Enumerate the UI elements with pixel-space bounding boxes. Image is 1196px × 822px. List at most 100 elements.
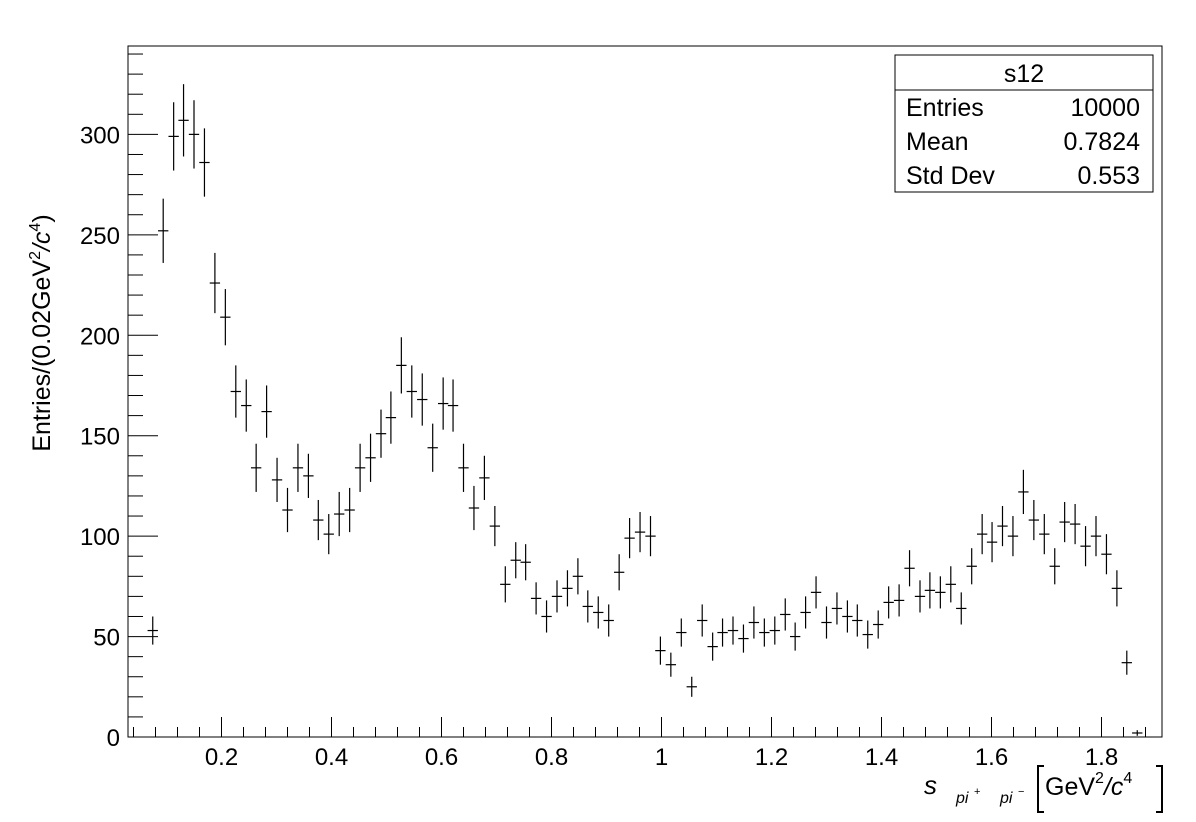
stats-box-title: s12: [1004, 60, 1044, 88]
data-point: [904, 550, 915, 587]
x-axis-title: s pi + pi − GeV2/c4: [924, 765, 1163, 813]
x-tick-label: 1: [655, 744, 668, 771]
data-point: [500, 566, 511, 603]
data-point: [789, 622, 801, 651]
data-point: [489, 505, 501, 547]
data-point: [406, 365, 417, 418]
data-point: [986, 522, 998, 563]
data-point: [385, 391, 397, 444]
data-point: [883, 586, 894, 619]
data-point: [520, 544, 531, 581]
data-point: [313, 499, 324, 541]
data-point: [241, 379, 252, 432]
y-tick-label: 300: [80, 122, 120, 149]
data-point: [924, 572, 936, 609]
data-point: [603, 604, 614, 637]
data-point: [738, 624, 749, 653]
x-tick-label: 0.4: [315, 744, 348, 771]
stats-entries-value: 10000: [1070, 94, 1140, 122]
x-tick-label: 1.8: [1085, 744, 1118, 771]
data-point: [665, 652, 677, 677]
data-point: [168, 102, 179, 171]
data-point: [417, 373, 428, 426]
data-point: [250, 443, 262, 492]
data-point: [220, 289, 231, 346]
stats-entries-label: Entries: [906, 94, 984, 122]
y-axis-tick-labels: 0 50 100 150 200 250 300: [80, 122, 120, 752]
data-point: [1018, 469, 1029, 515]
data-point: [821, 606, 832, 639]
plot-frame: [127, 45, 1163, 738]
data-point: [303, 453, 314, 498]
data-point: [582, 590, 593, 623]
data-point: [447, 379, 459, 432]
data-point: [769, 616, 780, 645]
y-axis-ticks: [128, 53, 158, 738]
data-point: [1080, 526, 1091, 567]
stats-stddev-label: Std Dev: [906, 162, 995, 190]
data-point: [593, 596, 604, 629]
y-tick-label: 200: [80, 323, 120, 350]
data-point: [396, 337, 407, 394]
data-point: [956, 592, 967, 625]
data-point: [510, 542, 521, 579]
data-point: [199, 128, 210, 197]
svg-text:GeV2/c4: GeV2/c4: [1045, 770, 1132, 801]
svg-text:+: +: [974, 786, 980, 798]
data-point: [437, 377, 449, 430]
data-point: [842, 600, 853, 633]
x-axis-ticks: [133, 717, 1146, 737]
y-tick-label: 150: [80, 424, 120, 451]
data-point: [707, 632, 718, 661]
data-point: [541, 600, 552, 633]
data-point: [935, 576, 946, 609]
data-point: [1028, 499, 1040, 541]
data-point: [178, 84, 189, 157]
data-point: [158, 198, 169, 263]
data-point: [852, 604, 863, 637]
data-point: [468, 485, 480, 531]
data-point: [873, 610, 884, 639]
data-point: [613, 554, 625, 591]
data-point: [748, 606, 760, 639]
svg-text:−: −: [1018, 786, 1024, 798]
svg-text:s: s: [924, 770, 937, 800]
data-point: [479, 455, 490, 500]
data-point: [624, 518, 635, 559]
stats-box: s12 Entries 10000 Mean 0.7824 Std Dev 0.…: [894, 54, 1154, 193]
data-point: [727, 616, 739, 645]
stats-mean-value: 0.7824: [1064, 128, 1141, 156]
data-point: [365, 433, 376, 482]
y-axis-title: Entries/(0.02GeV2/c4): [27, 214, 56, 451]
data-point: [1059, 501, 1070, 543]
data-point: [323, 514, 334, 555]
data-point: [945, 566, 956, 603]
data-point: [1111, 570, 1123, 607]
data-point: [261, 385, 272, 438]
data-point: [1132, 730, 1143, 736]
data-point: [780, 598, 791, 631]
data-point: [334, 491, 345, 537]
x-tick-label: 1.6: [975, 744, 1008, 771]
data-point: [375, 409, 387, 458]
data-point: [655, 636, 666, 665]
data-point: [997, 505, 1008, 547]
data-point: [1121, 650, 1132, 675]
y-tick-label: 50: [93, 625, 120, 652]
data-point: [551, 580, 563, 613]
data-point: [344, 487, 355, 533]
y-tick-label: 100: [80, 524, 120, 551]
data-point: [1007, 516, 1019, 557]
data-point: [697, 604, 708, 637]
data-point: [1069, 503, 1081, 545]
data-point: [427, 423, 438, 472]
data-point: [862, 620, 873, 649]
data-point: [209, 252, 221, 314]
data-point: [188, 100, 200, 169]
data-point: [800, 596, 811, 629]
data-point: [530, 582, 542, 615]
data-points: [147, 84, 1143, 736]
data-point: [562, 570, 573, 607]
stats-stddev-value: 0.553: [1077, 162, 1140, 190]
stats-mean-label: Mean: [906, 128, 969, 156]
